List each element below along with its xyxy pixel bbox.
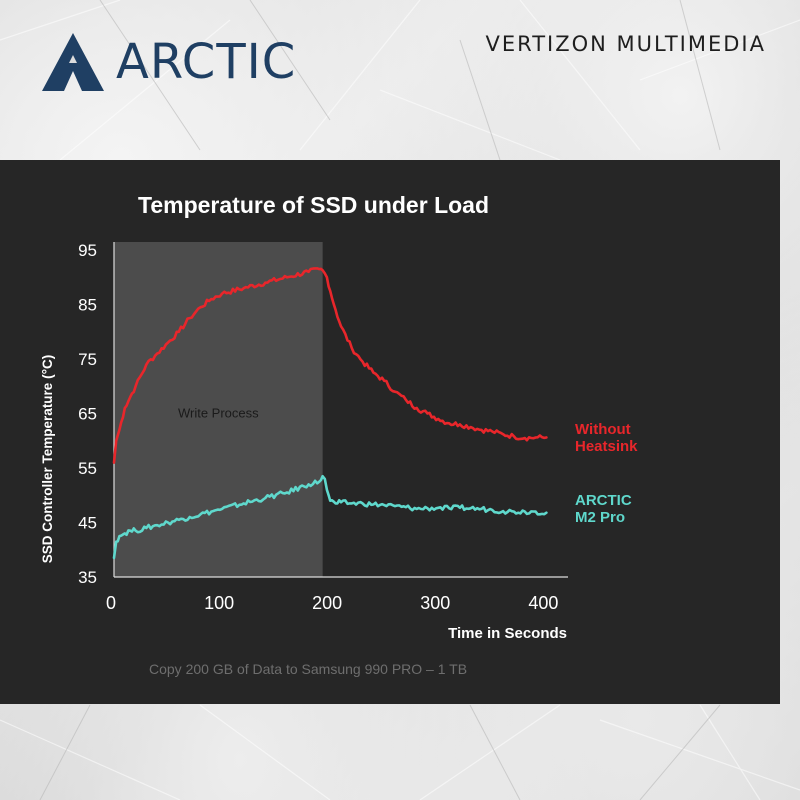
x-tick-label: 0: [106, 593, 116, 613]
publisher-label: VERTIZON MULTIMEDIA: [485, 32, 766, 56]
y-tick-label: 95: [78, 241, 97, 260]
brand-logo: ARCTIC: [40, 30, 296, 94]
write-process-label: Write Process: [178, 406, 259, 421]
y-tick-label: 35: [78, 568, 97, 587]
y-tick-label: 85: [78, 296, 97, 315]
x-tick-label: 200: [312, 593, 342, 613]
x-tick-label: 100: [204, 593, 234, 613]
x-axis-label: Time in Seconds: [448, 625, 567, 642]
chart-caption: Copy 200 GB of Data to Samsung 990 PRO –…: [149, 661, 468, 677]
x-tick-label: 300: [420, 593, 450, 613]
y-tick-label: 75: [78, 350, 97, 369]
chart-title: Temperature of SSD under Load: [138, 192, 490, 218]
legend-label: ARCTIC M2 Pro: [575, 492, 632, 526]
y-tick-label: 45: [78, 514, 97, 533]
y-tick-label: 65: [78, 405, 97, 424]
arctic-triangle-icon: [42, 33, 104, 91]
x-tick-label: 400: [528, 593, 558, 613]
brand-name: ARCTIC: [116, 34, 297, 90]
y-axis-label: SSD Controller Temperature (°C): [40, 355, 55, 563]
series-line-arctic-m2-pro: [112, 474, 548, 560]
y-tick-label: 55: [78, 459, 97, 478]
series-line-without-heatsink: [112, 267, 548, 464]
legend-label: Without Heatsink: [575, 421, 638, 455]
